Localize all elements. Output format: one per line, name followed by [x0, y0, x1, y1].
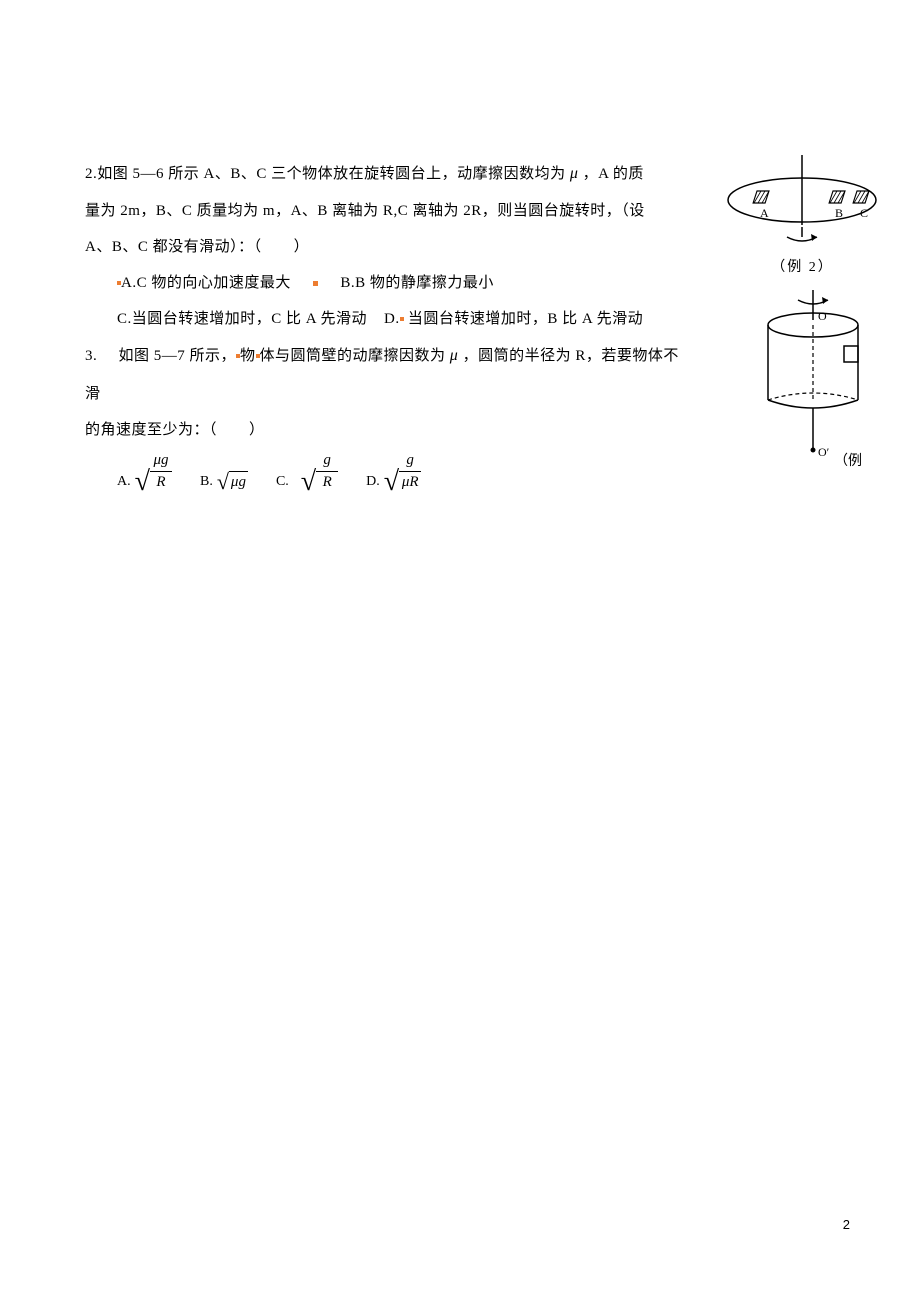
q3-line1-d: 体与圆筒壁的动摩擦因数为: [260, 348, 446, 364]
denominator: R: [323, 472, 332, 492]
numerator: μg: [153, 450, 168, 470]
q3-optB: B. √ μg: [200, 471, 248, 493]
q3-line2: 的角速度至少为：（ ）: [85, 412, 685, 448]
q3-line1: 3. 如图 5—7 所示，物体与圆筒壁的动摩擦因数为 μ ，圆筒的半径为 R，若…: [85, 337, 685, 411]
accent-dot-icon: [256, 354, 260, 358]
q2-line3-a: A、B、C 都没有滑动）：（: [85, 239, 262, 255]
q2-optCD: C.当圆台转速增加时，C 比 A 先滑动 D. 当圆台转速增加时，B 比 A 先…: [117, 301, 685, 337]
mu-symbol: μ: [570, 165, 579, 182]
q2-optD-a: D.: [384, 311, 400, 327]
fraction: g R: [316, 471, 338, 492]
q2-line1-a: 2.如图 5—6 所示 A、B、C 三个物体放在旋转圆台上，动摩擦因数均为: [85, 166, 566, 182]
q2-line3: A、B、C 都没有滑动）：（ ）: [85, 229, 685, 265]
q3-line1-a: 3.: [85, 348, 97, 364]
main-text-block: 2.如图 5—6 所示 A、B、C 三个物体放在旋转圆台上，动摩擦因数均为 μ …: [85, 155, 685, 496]
blank-paren: [266, 229, 290, 265]
numerator: g: [406, 450, 414, 470]
label-B: B: [835, 206, 843, 220]
q2-line3-b: ）: [294, 239, 310, 255]
q3-optC: C. √ g R: [276, 468, 338, 496]
denominator: μR: [402, 472, 419, 492]
figure-cylinder: O O′ （例: [760, 290, 880, 470]
q2-optAB: A.C 物的向心加速度最大 B.B 物的静摩擦力最小: [117, 265, 685, 301]
blank-paren: [221, 412, 245, 448]
mu-symbol: μ: [450, 347, 459, 364]
q2-optB: B.B 物的静摩擦力最小: [340, 275, 494, 291]
sqrt-icon: √ g R: [301, 468, 338, 496]
denominator: R: [156, 472, 165, 492]
q3-line1-b: 如图 5—7 所示，: [119, 348, 237, 364]
accent-dot-icon: [313, 281, 318, 286]
optA-label: A.: [117, 474, 131, 490]
optC-label: C.: [276, 474, 289, 490]
q2-optA: A.C 物的向心加速度最大: [121, 275, 291, 291]
q3-line1-c: 物: [240, 348, 256, 364]
radicand: μg: [229, 471, 248, 493]
q3-options: A. √ μg R B. √ μg C. √ g: [117, 468, 685, 496]
optB-label: B.: [200, 474, 213, 490]
label-A: A: [760, 206, 769, 220]
optD-label: D.: [366, 474, 380, 490]
q2-line1-b: ，A 的质: [583, 166, 644, 182]
page-number: 2: [843, 1217, 850, 1232]
q3-optD: D. √ g μR: [366, 468, 421, 496]
q2-line1: 2.如图 5—6 所示 A、B、C 三个物体放在旋转圆台上，动摩擦因数均为 μ …: [85, 155, 685, 193]
fig1-caption: （例 2）: [725, 256, 880, 276]
numerator: g: [323, 450, 331, 470]
accent-dot-icon: [117, 281, 121, 285]
sqrt-icon: √ g μR: [384, 468, 421, 496]
q2-optC: C.当圆台转速增加时，C 比 A 先滑动: [117, 311, 367, 327]
q3-optA: A. √ μg R: [117, 468, 172, 496]
q2-optD-b: 当圆台转速增加时，B 比 A 先滑动: [408, 311, 643, 327]
accent-dot-icon: [400, 317, 404, 321]
label-C: C: [860, 206, 868, 220]
sqrt-icon: √ μg R: [135, 468, 172, 496]
q3-line2-a: 的角速度至少为：（: [85, 422, 217, 438]
figure-turntable: A B C （例 2）: [725, 155, 880, 276]
sqrt-icon: √ μg: [217, 471, 248, 493]
label-Oprime: O′: [818, 445, 830, 459]
q2-line2: 量为 2m，B、C 质量均为 m，A、B 离轴为 R,C 离轴为 2R，则当圆台…: [85, 193, 685, 229]
label-O: O: [818, 309, 827, 323]
fig2-caption: （例: [834, 450, 862, 470]
fraction: g μR: [399, 471, 421, 492]
fraction: μg R: [150, 471, 172, 492]
q3-line2-b: ）: [249, 422, 265, 438]
accent-dot-icon: [236, 354, 240, 358]
